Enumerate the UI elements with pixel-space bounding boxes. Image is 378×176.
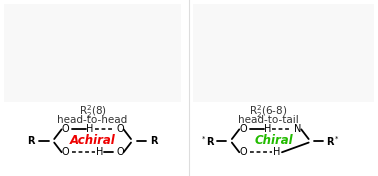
Text: H: H [273,147,281,157]
FancyBboxPatch shape [193,4,374,102]
Text: O: O [62,147,69,157]
Text: $^*$R: $^*$R [200,134,215,148]
Text: R$_2^2$(8): R$_2^2$(8) [79,103,107,120]
Text: R$^*$: R$^*$ [326,134,340,148]
Text: O: O [116,147,124,157]
Text: N: N [294,124,301,134]
Text: O: O [116,124,124,134]
Text: R$_2^2$(6-8): R$_2^2$(6-8) [249,103,288,120]
Text: H: H [96,147,103,157]
Text: head-to-head: head-to-head [57,115,128,125]
FancyBboxPatch shape [4,4,181,102]
Text: Achiral: Achiral [70,134,116,147]
Text: head-to-tail: head-to-tail [238,115,299,125]
Text: O: O [239,147,247,157]
Text: Chiral: Chiral [255,134,293,147]
Text: O: O [239,124,247,134]
Text: H: H [264,124,271,134]
Text: O: O [62,124,69,134]
Text: H: H [86,124,94,134]
Text: R: R [28,136,35,146]
Text: R: R [150,136,158,146]
